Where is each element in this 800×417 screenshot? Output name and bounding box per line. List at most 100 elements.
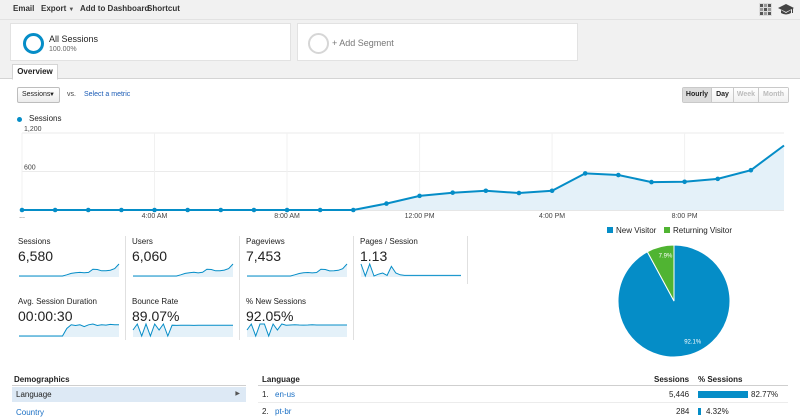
segment-all-sessions[interactable]: All Sessions 100.00% (10, 23, 291, 61)
period-month-button[interactable]: Month (758, 88, 788, 102)
divider (258, 385, 788, 386)
sessions-point (251, 207, 257, 213)
sessions-point (19, 207, 25, 213)
tile-divider (125, 236, 126, 340)
demographics-item-country[interactable]: Country (16, 408, 45, 417)
tab-overview[interactable]: Overview (12, 64, 58, 80)
metric-name: % New Sessions (246, 297, 307, 306)
divider (12, 385, 246, 386)
metric-value: 00:00:30 (18, 308, 73, 324)
y-tick-label: 1,200 (24, 126, 42, 133)
add-to-dashboard-button[interactable]: Add to Dashboard (80, 4, 150, 13)
pie-legend-label: New Visitor (616, 226, 657, 235)
x-tick-label: 8:00 AM (274, 213, 300, 220)
sparkline-area (133, 324, 233, 337)
grid-icon[interactable] (759, 3, 772, 16)
pie-label: 7.9% (659, 253, 673, 259)
sessions-point (483, 188, 489, 194)
pie-slice-returning-visitor (646, 244, 675, 302)
sessions-point (450, 190, 455, 195)
sessions-point (384, 201, 389, 206)
chevron-down-icon: ▼ (68, 7, 75, 13)
metric-name: Sessions (18, 237, 51, 246)
graduation-cap-icon[interactable] (778, 3, 794, 16)
demographics-item-language[interactable]: Language ▶ (12, 387, 246, 402)
metric-name: Avg. Session Duration (18, 297, 98, 306)
sessions-point (549, 188, 555, 194)
sessions-point (152, 207, 157, 213)
pie-label: 92.1% (684, 339, 702, 345)
x-tick-label: 4:00 PM (539, 213, 565, 220)
metric-sparkline (360, 262, 461, 278)
sparkline-line (360, 262, 461, 278)
shortcut-button[interactable]: Shortcut (147, 4, 180, 13)
column-header-sessions[interactable]: Sessions (654, 375, 690, 384)
export-button[interactable]: Export ▼ (41, 4, 74, 13)
pie-legend-label: Returning Visitor (673, 226, 732, 235)
email-button[interactable]: Email (13, 4, 35, 13)
pie-slice-new-visitor (617, 244, 731, 358)
row-rank: 1. (262, 390, 269, 399)
sessions-point (218, 207, 224, 213)
legend-swatch (607, 227, 613, 233)
sparkline-area (19, 324, 119, 337)
row-rank: 2. (262, 407, 269, 416)
tile-divider (467, 236, 468, 284)
chevron-down-icon: ▼ (49, 92, 55, 98)
metric-value: 1.13 (360, 248, 388, 264)
sparkline-line (19, 263, 120, 277)
row-divider (258, 402, 788, 403)
sparkline-line (19, 323, 119, 337)
sessions-point (119, 207, 124, 213)
row-sessions: 5,446 (669, 390, 690, 399)
select-metric-link[interactable]: Select a metric (84, 91, 131, 98)
segment-title: All Sessions (49, 34, 99, 44)
empty-ring-icon (308, 33, 329, 54)
vs-label: vs. (67, 91, 76, 98)
sparkline-area (247, 264, 347, 277)
metric-name: Bounce Rate (132, 297, 179, 306)
tile-divider (353, 236, 354, 340)
metric-sparkline (246, 322, 347, 338)
column-header-percent-sessions[interactable]: % Sessions (698, 375, 743, 384)
metric-value: 92.05% (246, 308, 294, 324)
sessions-point (351, 207, 356, 213)
add-segment-button[interactable]: + Add Segment (297, 23, 578, 61)
sessions-chart: 1,200 600... 4:00 AM 8:00 AM 12:00 PM 4:00 PM… (19, 126, 785, 220)
row-percent: 82.77% (751, 390, 779, 399)
sessions-point (52, 207, 58, 213)
period-day-button[interactable]: Day (711, 88, 733, 102)
period-week-button[interactable]: Week (733, 88, 758, 102)
sessions-point (417, 193, 422, 199)
metric-sparkline (19, 263, 120, 277)
language-link[interactable]: pt-br (275, 407, 292, 416)
sparkline-line (246, 322, 347, 338)
metric-value: 7,453 (246, 248, 282, 264)
percent-bar (698, 408, 701, 415)
tile-divider (239, 236, 240, 340)
metric-name: Pageviews (246, 237, 285, 246)
period-switcher: Hourly Day Week Month (682, 87, 789, 103)
metric-dropdown[interactable]: Sessions ▼ (17, 87, 60, 103)
metric-sparkline (133, 263, 234, 277)
segment-ring-icon (23, 33, 44, 54)
language-link[interactable]: en-us (275, 390, 296, 399)
demographics-heading: Demographics (14, 375, 70, 384)
metric-name: Pages / Session (360, 237, 418, 246)
period-hourly-button[interactable]: Hourly (683, 88, 711, 102)
metric-value: 6,580 (18, 248, 54, 264)
sessions-point (317, 207, 323, 213)
percent-bar (698, 391, 748, 398)
segment-percent: 100.00% (49, 46, 77, 53)
y-tick-label: 600 (24, 165, 36, 172)
legend-swatch (664, 227, 670, 233)
export-label: Export (41, 4, 67, 13)
sessions-point (715, 176, 721, 182)
add-segment-label: + Add Segment (332, 38, 394, 48)
metric-sparkline (247, 263, 348, 277)
sessions-point (649, 179, 654, 185)
row-percent: 4.32% (706, 407, 729, 416)
sessions-area (22, 145, 784, 210)
segment-bar: All Sessions 100.00% + Add Segment (0, 20, 800, 64)
metric-name: Users (132, 237, 153, 246)
